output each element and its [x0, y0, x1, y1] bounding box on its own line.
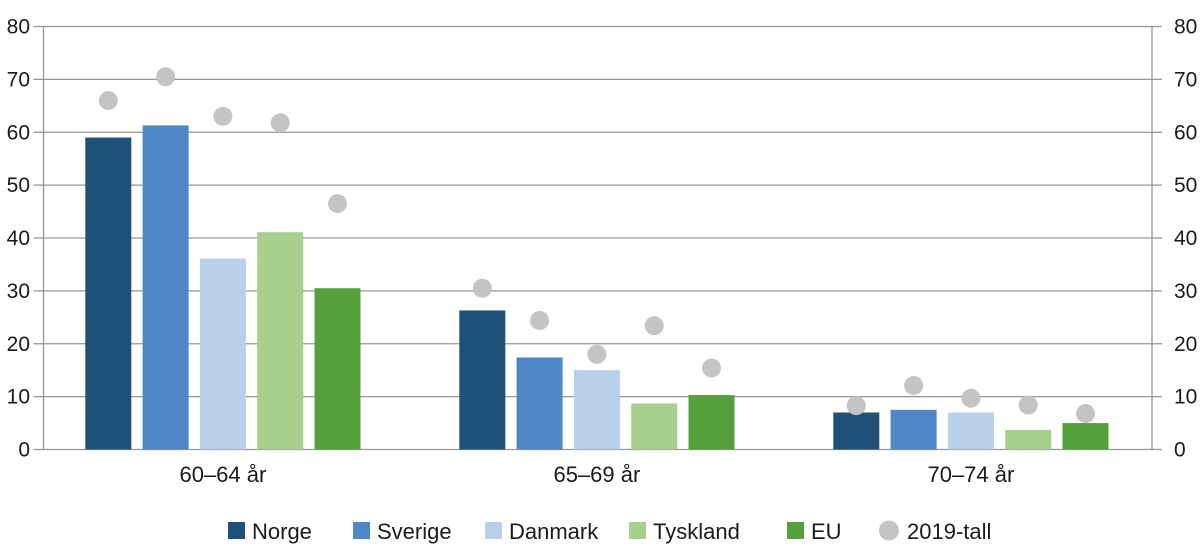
dot-2019-danmark-2 [961, 388, 981, 408]
bar-tyskland-1 [631, 403, 678, 450]
dot-2019-tyskland-2 [1018, 395, 1038, 415]
y-tick-label-right: 50 [1174, 174, 1197, 197]
bar-norge-2 [833, 412, 880, 450]
y-tick-label-right: 30 [1174, 280, 1197, 303]
bar-danmark-0 [199, 258, 246, 450]
legend-label-norge: Norge [252, 519, 312, 544]
bar-sverige-1 [516, 357, 563, 450]
bar-norge-0 [85, 137, 132, 450]
y-tick-label-right: 10 [1174, 386, 1197, 409]
dot-2019-norge-2 [846, 396, 866, 416]
dot-2019-eu-1 [702, 358, 721, 378]
y-tick-label-left: 50 [7, 174, 30, 197]
y-tick-label-right: 40 [1174, 227, 1197, 250]
legend-label-2019-tall: 2019-tall [907, 519, 991, 544]
dot-2019-danmark-0 [213, 106, 233, 126]
dot-2019-danmark-1 [587, 344, 607, 364]
y-tick-label-right: 20 [1174, 333, 1197, 356]
legend-swatch-norge-icon [228, 522, 245, 539]
legend-swatch-eu-icon [787, 522, 804, 539]
bar-eu-1 [688, 395, 735, 450]
y-tick-label-right: 70 [1174, 68, 1197, 91]
x-category-label: 60–64 år [179, 462, 266, 487]
dot-2019-tyskland-0 [270, 113, 290, 133]
dot-2019-sverige-1 [530, 310, 550, 330]
bar-sverige-0 [142, 125, 189, 450]
y-tick-label-left: 40 [7, 227, 30, 250]
dot-2019-eu-2 [1076, 404, 1095, 424]
bar-tyskland-2 [1005, 429, 1052, 450]
dot-2019-norge-1 [472, 278, 492, 298]
legend-swatch-sverige-icon [353, 522, 370, 539]
y-tick-label-left: 30 [7, 280, 30, 303]
dot-2019-norge-0 [98, 91, 118, 111]
legend-label-sverige: Sverige [377, 519, 452, 544]
y-tick-label-left: 80 [7, 16, 30, 39]
y-tick-label-left: 20 [7, 333, 30, 356]
dot-2019-sverige-2 [904, 376, 924, 396]
bar-eu-0 [314, 288, 361, 450]
legend-dot-icon [879, 520, 899, 541]
y-tick-label-left: 0 [18, 439, 30, 462]
legend-swatch-tyskland-icon [629, 522, 646, 539]
y-tick-label-right: 80 [1174, 16, 1197, 39]
legend-label-tyskland: Tyskland [653, 519, 740, 544]
y-tick-label-left: 10 [7, 386, 30, 409]
y-tick-label-left: 70 [7, 68, 30, 91]
bar-eu-2 [1062, 423, 1109, 450]
dot-2019-sverige-0 [156, 67, 176, 87]
y-tick-label-right: 0 [1174, 439, 1186, 462]
bar-danmark-1 [573, 370, 620, 450]
x-category-label: 65–69 år [553, 462, 640, 487]
bar-danmark-2 [947, 412, 994, 450]
x-category-label: 70–74 år [927, 462, 1014, 487]
legend-swatch-danmark-icon [485, 522, 502, 539]
bar-sverige-2 [890, 409, 937, 450]
dot-2019-tyskland-1 [644, 316, 664, 336]
bar-tyskland-0 [257, 232, 304, 450]
dot-2019-eu-0 [328, 194, 347, 214]
legend-label-danmark: Danmark [509, 519, 599, 544]
y-tick-label-left: 60 [7, 121, 30, 144]
y-tick-label-right: 60 [1174, 121, 1197, 144]
legend-label-eu: EU [811, 519, 842, 544]
bar-norge-1 [459, 310, 506, 450]
